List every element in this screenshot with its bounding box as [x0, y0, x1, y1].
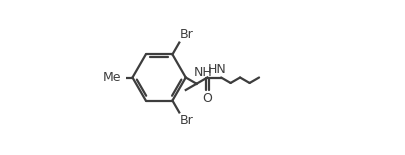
Text: NH: NH — [194, 66, 212, 79]
Text: Br: Br — [180, 114, 194, 127]
Text: Me: Me — [102, 71, 121, 84]
Text: O: O — [202, 92, 212, 105]
Text: HN: HN — [208, 63, 227, 76]
Text: Br: Br — [180, 28, 194, 41]
